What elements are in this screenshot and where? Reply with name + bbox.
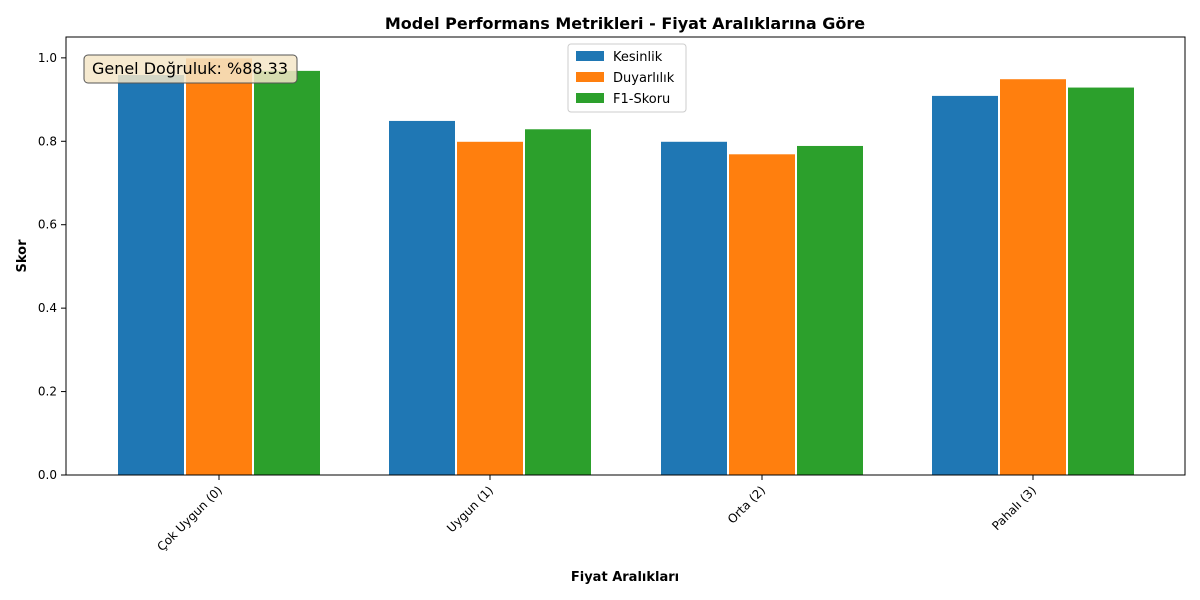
y-tick-label: 0.4 xyxy=(38,301,57,315)
legend-label-1: Duyarlılık xyxy=(613,71,675,86)
y-tick-label: 0.2 xyxy=(38,385,57,399)
plot-frame xyxy=(65,36,1186,476)
x-tick-label: Uygun (1) xyxy=(444,483,496,535)
x-axis: Çok Uygun (0) Uygun (1) Orta (2) Pahalı (3) xyxy=(154,475,1039,554)
chart-title: Model Performans Metrikleri - Fiyat Aral… xyxy=(385,14,865,33)
x-tick-label: Pahalı (3) xyxy=(989,483,1039,533)
bar-duyarl-l-k-2 xyxy=(728,153,796,476)
bar-f1-skoru-0 xyxy=(253,69,321,476)
legend-swatch-1 xyxy=(576,72,604,82)
bars-layer xyxy=(117,57,1135,476)
bar-kesinlik-3 xyxy=(931,94,999,476)
legend-label-0: Kesinlik xyxy=(613,50,663,65)
bar-duyarl-l-k-1 xyxy=(456,140,524,476)
bar-kesinlik-0 xyxy=(117,74,185,476)
legend-label-2: F1-Skoru xyxy=(613,92,670,107)
x-axis-label: Fiyat Aralıkları xyxy=(571,570,679,585)
y-tick-label: 1.0 xyxy=(38,51,57,65)
annotation-box xyxy=(83,54,298,84)
bar-f1-skoru-3 xyxy=(1067,86,1135,476)
bar-f1-skoru-1 xyxy=(524,128,592,476)
y-tick-label: 0.6 xyxy=(38,218,57,232)
x-tick-label: Orta (2) xyxy=(725,483,768,526)
bar-f1-skoru-2 xyxy=(796,144,864,476)
legend-swatch-2 xyxy=(576,93,604,103)
bar-duyarl-l-k-0 xyxy=(185,57,253,476)
accuracy-annotation: Genel Doğruluk: %88.33 xyxy=(83,54,298,84)
y-tick-label: 0.0 xyxy=(38,468,57,482)
bar-duyarl-l-k-3 xyxy=(999,78,1067,476)
bar-kesinlik-1 xyxy=(388,119,456,476)
legend-swatch-0 xyxy=(576,51,604,61)
y-tick-label: 0.8 xyxy=(38,134,57,148)
legend: Kesinlik Duyarlılık F1-Skoru xyxy=(567,43,687,113)
bar-kesinlik-2 xyxy=(660,140,728,476)
annotation-text: Genel Doğruluk: %88.33 xyxy=(92,59,288,78)
y-axis-label: Skor xyxy=(15,239,30,273)
y-axis: 0.0 0.2 0.4 0.6 0.8 1.0 xyxy=(38,51,66,482)
x-tick-label: Çok Uygun (0) xyxy=(154,483,225,554)
